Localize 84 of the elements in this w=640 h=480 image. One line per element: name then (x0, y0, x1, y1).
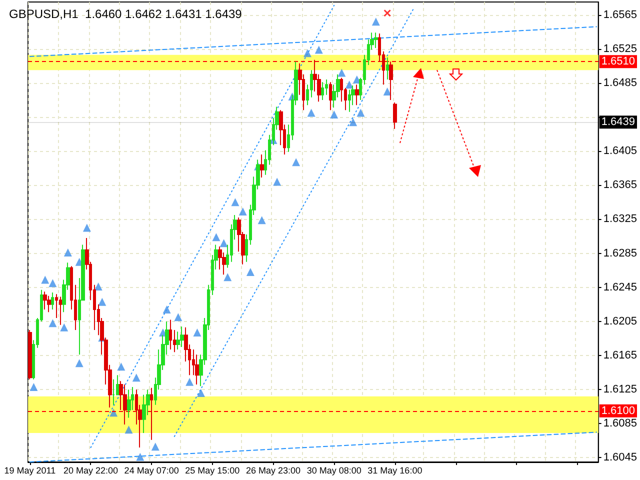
x-tick-label: 30 May 08:00 (306, 466, 362, 476)
point (330, 110, 338, 118)
candlestick (47, 295, 51, 313)
candlestick (51, 292, 54, 310)
y-tick-label: 1.6245 (603, 281, 638, 294)
candlestick (393, 102, 397, 130)
point (30, 383, 38, 392)
y-tick-label: 1.6125 (603, 384, 638, 396)
x-tick-label: 31 May 16:00 (368, 466, 422, 476)
point (273, 178, 282, 186)
candlestick (59, 296, 62, 326)
y-tick-label: 1.6205 (603, 315, 638, 328)
ref-line-label: 1.6510 (601, 56, 636, 68)
y-tick-label: 1.6285 (603, 247, 638, 260)
point (292, 158, 300, 166)
point (162, 306, 171, 314)
point (94, 282, 102, 291)
point (345, 80, 354, 89)
point (174, 313, 182, 322)
candlestick (348, 89, 351, 112)
point (212, 233, 220, 242)
point (151, 442, 160, 451)
candlestick (123, 384, 127, 426)
y-tick-label: 1.6365 (603, 179, 638, 192)
candlestick (28, 329, 32, 380)
point (98, 298, 106, 306)
y-tick-label: 1.6045 (603, 452, 638, 464)
point (136, 452, 144, 461)
point (132, 374, 140, 382)
point (372, 18, 380, 26)
point (193, 328, 202, 337)
point (258, 216, 266, 224)
point (246, 268, 254, 276)
y-tick-label: 1.6085 (603, 418, 638, 430)
point (124, 426, 133, 434)
y-tick-label: 1.6485 (603, 76, 638, 89)
point (383, 87, 392, 96)
x-tick-label: 20 May 22:00 (63, 466, 118, 476)
point (117, 362, 126, 371)
point (75, 359, 84, 368)
point (197, 389, 206, 397)
x-tick-label: 19 May 2011 (4, 466, 56, 476)
point (356, 108, 365, 117)
point (231, 198, 240, 206)
point (186, 378, 194, 386)
candlestick (355, 84, 359, 106)
point (303, 49, 312, 58)
candlestick (43, 291, 47, 310)
candlestick (321, 82, 324, 100)
point (307, 108, 316, 117)
point (349, 118, 358, 126)
candlestick (329, 82, 332, 111)
candlestick (180, 326, 184, 348)
y-tick-label: 1.6165 (603, 350, 638, 362)
point (314, 46, 323, 54)
point (220, 239, 228, 248)
point (110, 408, 118, 417)
point (338, 68, 346, 77)
point (64, 248, 72, 256)
x-tick-label: 24 May 07:00 (124, 466, 179, 476)
point (82, 224, 91, 232)
candlestick (169, 319, 172, 350)
candlestick (374, 32, 378, 48)
point (384, 10, 391, 17)
point (48, 319, 57, 328)
x-tick-label: 25 May 15:00 (185, 466, 240, 476)
candlestick (127, 389, 131, 418)
point (48, 279, 57, 288)
y-tick-label: 1.6405 (603, 145, 638, 158)
point (224, 273, 232, 282)
candlestick (389, 61, 393, 100)
candlestick (112, 378, 115, 406)
candlestick (260, 154, 264, 178)
ref-line-label: 1.6100 (601, 404, 636, 417)
point (41, 276, 50, 284)
y-tick-label: 1.6525 (603, 42, 638, 55)
ref-line-label: 1.6439 (601, 116, 636, 128)
candlestick (386, 56, 389, 80)
y-tick-label: 1.6325 (603, 213, 638, 226)
point (238, 208, 247, 216)
point (60, 323, 68, 332)
candlestick (150, 387, 153, 440)
x-tick-label: 26 May 23:00 (246, 466, 301, 476)
y-tick-label: 1.6565 (603, 8, 638, 21)
